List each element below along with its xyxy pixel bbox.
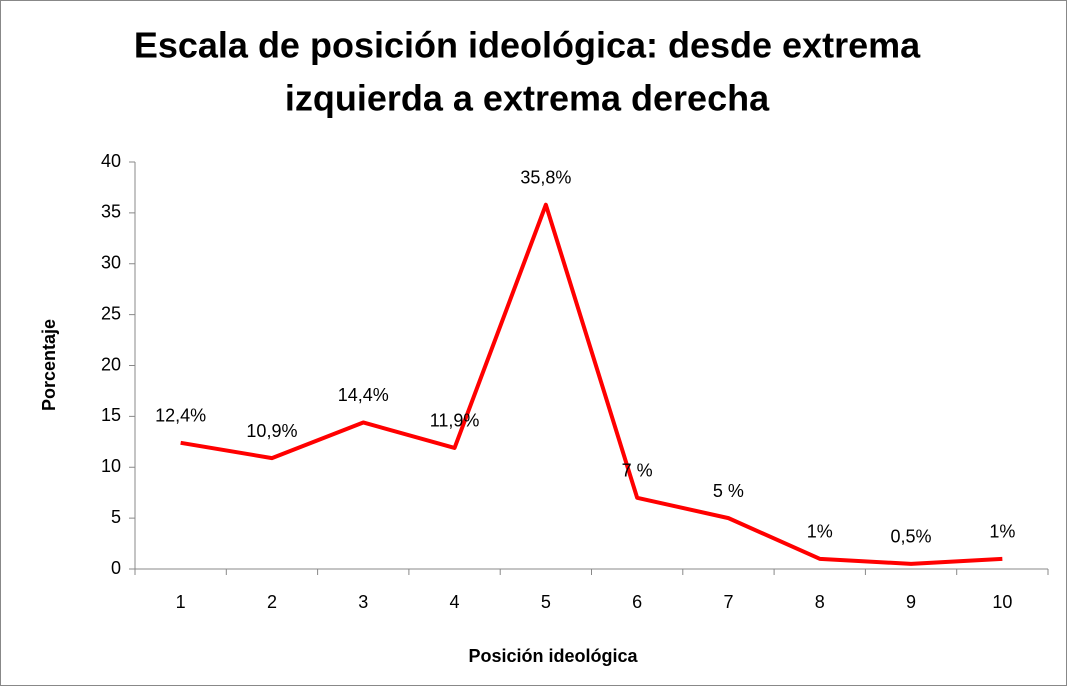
y-tick-label: 5 — [111, 507, 121, 527]
data-label: 7 % — [622, 461, 653, 481]
x-axis-title: Posición ideológica — [468, 646, 638, 666]
chart-title: izquierda a extrema derecha — [285, 78, 770, 119]
data-label: 0,5% — [891, 527, 932, 547]
y-tick-label: 35 — [101, 202, 121, 222]
data-label: 1% — [989, 522, 1015, 542]
data-label: 12,4% — [155, 406, 206, 426]
data-line — [180, 202, 1003, 566]
data-label: 11,9% — [430, 411, 480, 431]
x-tick-label: 10 — [992, 592, 1012, 612]
data-label: 35,8% — [520, 167, 571, 187]
y-tick-label: 15 — [101, 405, 121, 425]
data-label: 5 % — [713, 481, 744, 501]
y-axis-title: Porcentaje — [39, 319, 59, 411]
x-tick-label: 8 — [815, 592, 825, 612]
y-tick-label: 30 — [101, 253, 121, 273]
x-tick-label: 4 — [450, 592, 460, 612]
data-label: 10,9% — [246, 421, 297, 441]
x-tick-label: 7 — [723, 592, 733, 612]
x-tick-label: 5 — [541, 592, 551, 612]
y-tick-label: 20 — [101, 354, 121, 374]
x-tick-label: 6 — [632, 592, 642, 612]
chart-title: Escala de posición ideológica: desde ext… — [134, 25, 921, 66]
x-tick-label: 9 — [906, 592, 916, 612]
y-tick-label: 40 — [101, 151, 121, 171]
data-label: 14,4% — [338, 385, 389, 405]
y-tick-label: 25 — [101, 303, 121, 323]
x-tick-label: 2 — [267, 592, 277, 612]
y-tick-label: 10 — [101, 456, 121, 476]
y-tick-label: 0 — [111, 558, 121, 578]
data-label: 1% — [807, 522, 833, 542]
x-tick-label: 1 — [176, 592, 186, 612]
x-tick-label: 3 — [358, 592, 368, 612]
